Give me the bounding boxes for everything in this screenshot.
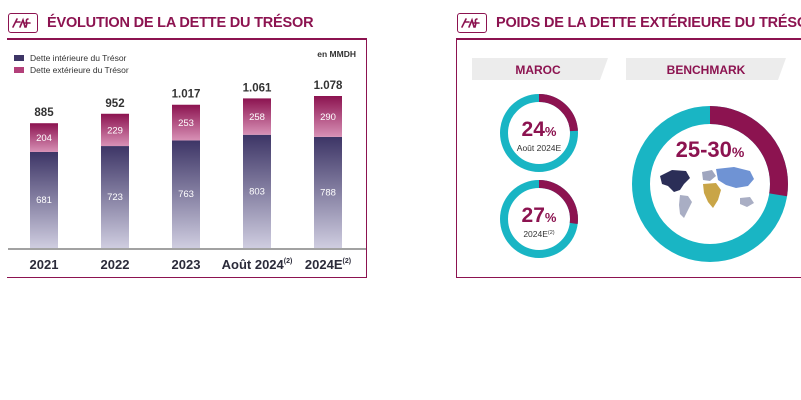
bar-value-interior: 763 — [178, 189, 194, 200]
bar-exterior — [314, 96, 342, 137]
donut-benchmark: 25-30% — [632, 106, 788, 262]
unit-label: en MMDH — [317, 49, 356, 59]
bar-value-interior: 788 — [320, 187, 336, 198]
bar-interior — [101, 146, 129, 248]
left-panel-title: ÉVOLUTION DE LA DETTE DU TRÉSOR — [47, 15, 314, 31]
x-axis-labels: 2021 2022 2023 Août 2024(2) 2024E(2) — [30, 257, 352, 272]
bar-interior — [172, 140, 200, 248]
bar-value-exterior: 204 — [36, 133, 52, 144]
right-panel-title: POIDS DE LA DETTE EXTÉRIEURE DU TRÉSOR — [496, 15, 801, 31]
left-panel-vrule — [366, 38, 367, 278]
bars-group: 681 204 885 723 229 952 763 253 1.017 803 258 1.061… — [30, 80, 343, 248]
bar-value-interior: 681 — [36, 195, 52, 206]
maroc-pill — [472, 58, 608, 80]
donut-maroc-2024e: 27% 2024E(2) — [500, 180, 578, 258]
bar-total-label: 952 — [105, 98, 124, 110]
tresor-logo-icon — [457, 13, 487, 33]
left-panel-bottom-rule — [7, 277, 367, 278]
bar-total-label: 885 — [34, 107, 54, 119]
bar-exterior — [30, 123, 58, 152]
bar-interior — [314, 136, 342, 248]
right-panel-rule — [456, 38, 801, 40]
maroc-label: MAROC — [515, 63, 561, 77]
donut-share-arc — [632, 106, 788, 262]
legend-label-interior: Dette intérieure du Trésor — [30, 53, 127, 63]
x-tick-label: Août 2024(2) — [222, 257, 293, 272]
bar-exterior — [243, 98, 271, 135]
x-tick-label: 2021 — [30, 257, 59, 272]
legend-label-exterior: Dette extérieure du Trésor — [30, 65, 129, 75]
bar-total-label: 1.061 — [243, 82, 272, 94]
donut-share-arc — [500, 180, 578, 258]
donut-value: 24% — [522, 118, 557, 141]
benchmark-pill — [626, 58, 786, 80]
donut-caption: Août 2024E — [517, 143, 562, 153]
bar-interior — [243, 134, 271, 248]
bar-value-exterior: 258 — [249, 112, 265, 123]
legend-swatch-interior — [14, 55, 24, 61]
external-debt-share-panel: MAROC BENCHMARK 24% Août 2024E 27% 2024E… — [472, 58, 788, 262]
bar-value-interior: 803 — [249, 186, 265, 197]
debt-evolution-chart: Dette intérieure du Trésor Dette extérie… — [8, 49, 366, 272]
right-panel-header: POIDS DE LA DETTE EXTÉRIEURE DU TRÉSOR — [457, 13, 801, 33]
bar-total-label: 1.078 — [314, 80, 343, 92]
bar-total-label: 1.017 — [172, 89, 201, 101]
x-tick-label: 2024E(2) — [305, 257, 351, 272]
benchmark-label: BENCHMARK — [667, 63, 746, 77]
x-tick-label: 2023 — [172, 257, 201, 272]
x-tick-label: 2022 — [101, 257, 130, 272]
tresor-logo-icon — [8, 13, 38, 33]
donut-value: 27% — [522, 204, 557, 227]
left-panel-rule — [7, 38, 367, 40]
bar-value-exterior: 253 — [178, 118, 194, 129]
bar-value-exterior: 229 — [107, 125, 123, 136]
bar-exterior — [101, 113, 129, 147]
right-panel-vrule — [456, 38, 457, 278]
legend-swatch-exterior — [14, 67, 24, 73]
bar-exterior — [172, 104, 200, 141]
bar-value-exterior: 290 — [320, 112, 336, 123]
donut-caption: 2024E(2) — [523, 229, 554, 239]
world-map-icon — [660, 167, 754, 218]
bar-interior — [30, 151, 58, 248]
bar-value-interior: 723 — [107, 192, 123, 203]
donut-maroc-aout-2024: 24% Août 2024E — [500, 94, 578, 172]
donut-value: 25-30% — [676, 137, 745, 162]
donut-share-arc — [500, 94, 578, 172]
right-panel-bottom-rule — [456, 277, 801, 278]
left-panel-header: ÉVOLUTION DE LA DETTE DU TRÉSOR — [8, 13, 314, 33]
